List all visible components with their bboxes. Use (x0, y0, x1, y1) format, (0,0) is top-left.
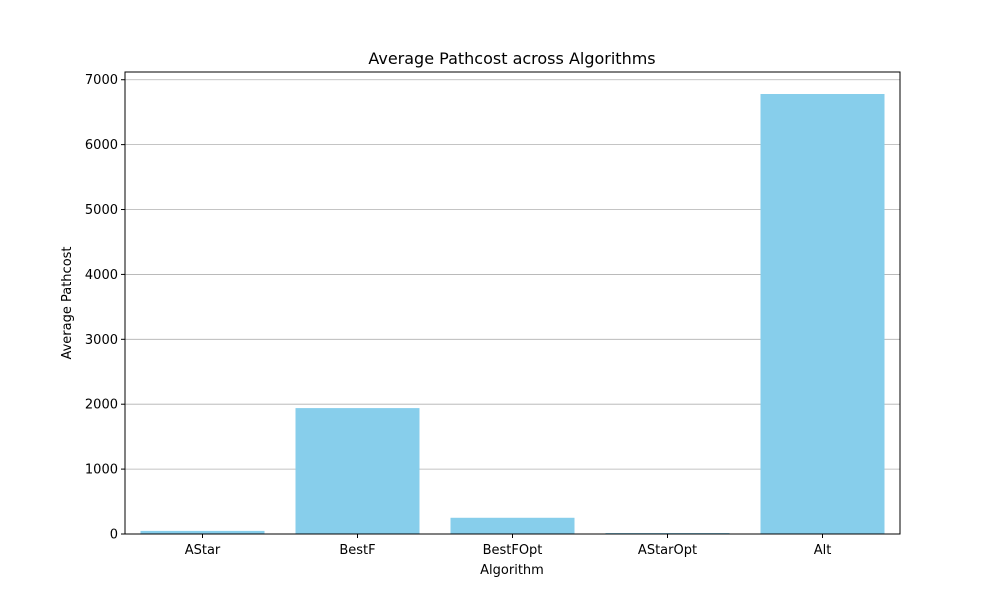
x-tick-label-alt: Alt (814, 543, 832, 558)
x-axis-label: Algorithm (480, 563, 544, 578)
y-axis-ticks: 0 1000 2000 3000 4000 5000 6000 7000 (85, 73, 125, 543)
chart-title: Average Pathcost across Algorithms (368, 49, 655, 68)
y-tick-label: 6000 (85, 138, 118, 153)
bar-alt (760, 94, 885, 534)
x-tick-label-bestf: BestF (339, 543, 375, 558)
bar-bestfopt (450, 517, 575, 534)
gridlines (125, 79, 900, 535)
y-tick-label: 7000 (85, 73, 118, 88)
y-axis-label: Average Pathcost (60, 246, 75, 359)
x-tick-label-astar: AStar (185, 543, 221, 558)
y-tick-label: 0 (110, 528, 118, 543)
bars (140, 94, 885, 534)
y-tick-label: 3000 (85, 333, 118, 348)
y-tick-label: 2000 (85, 398, 118, 413)
y-tick-label: 4000 (85, 268, 118, 283)
x-axis-ticks: AStar BestF BestFOpt AStarOpt Alt (185, 534, 832, 558)
y-tick-label: 5000 (85, 203, 118, 218)
x-tick-label-astaropt: AStarOpt (638, 543, 697, 558)
y-tick-label: 1000 (85, 463, 118, 478)
x-tick-label-bestfopt: BestFOpt (483, 543, 543, 558)
bar-bestf (295, 408, 420, 534)
bar-astar (140, 530, 265, 534)
